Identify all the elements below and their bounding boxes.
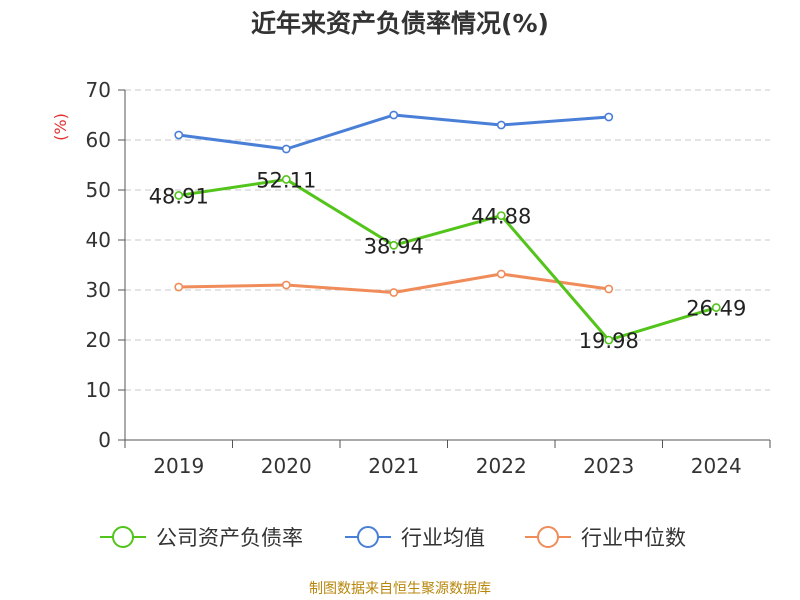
data-label: 52.11 [256, 168, 316, 192]
data-point [281, 175, 291, 184]
data-label: 19.98 [579, 329, 639, 353]
legend-marker [357, 526, 379, 548]
y-tick-label: 40 [86, 228, 111, 252]
data-point [281, 144, 291, 154]
y-tick-label: 70 [86, 78, 111, 102]
x-tick-label: 2024 [691, 454, 742, 478]
data-point [711, 303, 721, 312]
y-tick-label: 10 [86, 378, 111, 402]
y-axis-label: (%) [51, 113, 70, 141]
series-1 [174, 110, 614, 154]
data-point [281, 280, 291, 290]
data-point [174, 130, 184, 140]
source-note: 制图数据来自恒生聚源数据库 [309, 581, 491, 597]
y-tick-label: 20 [86, 328, 111, 352]
series-2 [174, 269, 614, 297]
series: 48.91 52.11 38.94 44.88 19.98 26.49 [149, 110, 747, 353]
legend-label: 公司资产负债率 [156, 526, 303, 550]
grid-lines [125, 89, 770, 391]
data-point [389, 110, 399, 120]
axes: 0 10 20 30 40 50 60 70 2019 2020 2021 2022 2023 2024 [86, 78, 771, 478]
legend-item-1[interactable]: 行业均值 [345, 526, 485, 550]
data-point [604, 112, 614, 122]
x-tick-label: 2023 [583, 454, 634, 478]
data-point [496, 211, 506, 220]
series-line [178, 113, 609, 151]
series-0: 48.91 52.11 38.94 44.88 19.98 26.49 [149, 168, 747, 353]
x-tick-label: 2022 [476, 454, 527, 478]
y-tick-label: 50 [86, 178, 111, 202]
data-point [174, 191, 184, 200]
legend-marker [112, 526, 134, 548]
data-point [604, 284, 614, 294]
y-tick-label: 30 [86, 278, 111, 302]
data-point [389, 288, 399, 297]
data-label: 48.91 [149, 184, 209, 208]
y-tick-label: 60 [86, 128, 111, 152]
legend-marker [537, 526, 559, 548]
legend: 公司资产负债率 行业均值 行业中位数 [100, 526, 686, 550]
data-point [496, 120, 506, 130]
y-tick-label: 0 [98, 428, 111, 452]
data-point [389, 240, 399, 250]
x-tick-label: 2020 [261, 454, 312, 478]
data-label: 38.94 [364, 234, 424, 258]
data-point [174, 282, 184, 292]
legend-item-0[interactable]: 公司资产负债率 [100, 526, 303, 550]
legend-label: 行业均值 [401, 526, 485, 550]
x-tick-label: 2019 [153, 454, 204, 478]
chart-title: 近年来资产负债率情况(%) [251, 9, 549, 38]
data-label: 26.49 [686, 297, 746, 321]
legend-item-2[interactable]: 行业中位数 [525, 526, 686, 550]
data-point [604, 335, 614, 345]
legend-label: 行业中位数 [581, 526, 686, 550]
x-tick-label: 2021 [368, 454, 419, 478]
data-point [496, 269, 506, 279]
data-label: 44.88 [471, 205, 531, 229]
series-line [178, 177, 717, 342]
